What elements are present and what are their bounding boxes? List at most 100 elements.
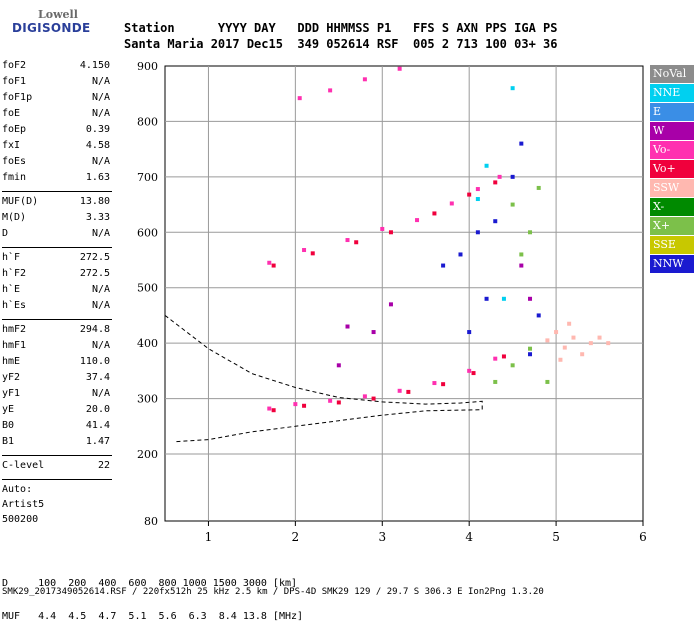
logo-lowell-text: Lowell (38, 8, 78, 21)
data-point-vo- (397, 388, 402, 393)
param-name: M(D) (2, 212, 27, 223)
param-row: yF1 N/A (2, 388, 110, 402)
y-tick-label: 500 (137, 282, 158, 295)
data-point-ssw (545, 338, 550, 343)
data-point-vo- (293, 402, 298, 407)
x-tick-label: 4 (465, 530, 473, 544)
param-value: 37.4 (85, 372, 110, 383)
param-value: N/A (91, 108, 110, 119)
param-name: yE (2, 404, 15, 415)
electron-density-profile (164, 315, 483, 443)
param-name: B1 (2, 436, 15, 447)
data-point-vo- (449, 201, 454, 206)
data-point-vo- (362, 77, 367, 82)
param-note: 500200 (2, 514, 39, 525)
plot-frame (164, 65, 644, 522)
param-row: yE 20.0 (2, 404, 110, 418)
data-point-x- (510, 202, 515, 207)
data-point-vo- (345, 238, 350, 243)
param-name: B0 (2, 420, 15, 431)
y-tick-label: 700 (137, 171, 158, 184)
param-row: h`E N/A (2, 284, 110, 298)
data-point-x- (528, 346, 533, 351)
data-point-ssw (606, 341, 611, 346)
y-tick-label: 200 (137, 448, 158, 461)
param-row: hmF1 N/A (2, 340, 110, 354)
param-row: hmF2 294.8 (2, 324, 110, 338)
param-value: 20.0 (85, 404, 110, 415)
y-tick-label: 800 (137, 115, 158, 128)
data-point-vo- (493, 180, 498, 185)
param-value: 41.4 (85, 420, 110, 431)
data-point-vo- (467, 192, 472, 197)
y-tick-label: 600 (137, 226, 158, 239)
param-value: N/A (91, 284, 110, 295)
data-point-vo- (493, 356, 498, 361)
data-point-vo- (415, 218, 420, 223)
data-point-nnw (458, 252, 463, 257)
data-point-nnw (528, 352, 533, 357)
param-row: fmin 1.63 (2, 172, 110, 186)
data-point-w (345, 324, 350, 329)
direction-legend: NoVal NNE E W Vo- Vo+ SSW X- X+ SSE NNW (650, 65, 694, 274)
data-point-x- (510, 363, 515, 368)
file-info-footer: SMK29_2017349052614.RSF / 220fx512h 25 k… (2, 587, 544, 597)
data-point-x- (545, 379, 550, 384)
param-value: 0.39 (85, 124, 110, 135)
data-point-w (388, 302, 393, 307)
param-row: B1 1.47 (2, 436, 110, 450)
param-value: N/A (91, 156, 110, 167)
data-point-nnw (493, 219, 498, 224)
data-point-x- (519, 252, 524, 257)
data-point-w (528, 296, 533, 301)
param-value: 110.0 (79, 356, 110, 367)
data-point-vo- (302, 248, 307, 253)
data-point-ssw (571, 335, 576, 340)
param-value: 3.33 (85, 212, 110, 223)
param-name: MUF(D) (2, 196, 39, 207)
param-name: hmE (2, 356, 21, 367)
param-name: foF2 (2, 60, 27, 71)
distance-row: D 100 200 400 600 800 1000 1500 3000 [km… (2, 578, 298, 589)
param-value: 22 (97, 460, 110, 471)
data-point-vo- (328, 88, 333, 93)
param-name: D (2, 228, 9, 239)
legend-item-w: W (650, 122, 694, 140)
data-point-nnw (510, 174, 515, 179)
data-point-vo- (432, 211, 437, 216)
data-point-ssw (588, 341, 593, 346)
legend-item-sse: SSE (650, 236, 694, 254)
data-point-x- (528, 230, 533, 235)
data-point-vo- (310, 251, 315, 256)
param-name: fmin (2, 172, 27, 183)
param-separator (2, 319, 112, 320)
data-point-vo- (328, 398, 333, 403)
data-point-ssw (597, 335, 602, 340)
data-point-ssw (567, 321, 572, 326)
param-row: fxI 4.58 (2, 140, 110, 154)
legend-item-vo-: Vo+ (650, 160, 694, 178)
data-point-w (336, 363, 341, 368)
legend-item-ssw: SSW (650, 179, 694, 197)
data-point-nnw (536, 313, 541, 318)
data-point-nne (510, 86, 515, 91)
param-value: N/A (91, 92, 110, 103)
param-row: foF2 4.150 (2, 60, 110, 74)
data-point-nne (475, 197, 480, 202)
data-point-vo- (362, 394, 367, 399)
logo-digisonde-text: DIGISONDE (12, 21, 91, 35)
param-name: h`E (2, 284, 21, 295)
legend-item-vo-: Vo- (650, 141, 694, 159)
legend-item-noval: NoVal (650, 65, 694, 83)
data-point-vo- (432, 381, 437, 386)
param-value: 1.47 (85, 436, 110, 447)
data-point-vo- (380, 226, 385, 231)
param-row: foF1 N/A (2, 76, 110, 90)
legend-item-x-: X+ (650, 217, 694, 235)
data-point-nnw (519, 141, 524, 146)
data-point-w (371, 330, 376, 335)
data-point-vo- (267, 260, 272, 265)
header-labels: Station YYYY DAY DDD HHMMSS P1 FFS S AXN… (124, 21, 558, 35)
param-name: h`F (2, 252, 21, 263)
param-name: foF1 (2, 76, 27, 87)
